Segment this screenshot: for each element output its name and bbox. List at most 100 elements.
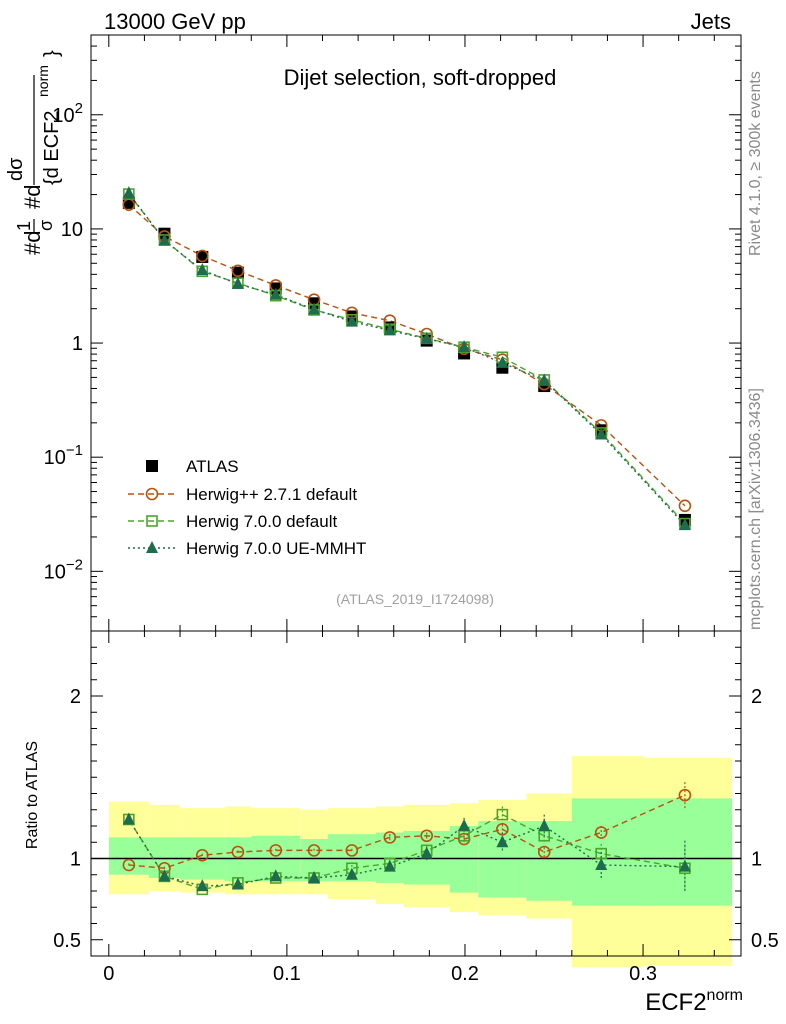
ratio-point-h700ue (308, 871, 321, 883)
ratio-point-h700ue (196, 879, 209, 892)
ratio-series-markers (122, 788, 692, 896)
ratio-frame (90, 630, 742, 957)
ratio-point-herwigpp (307, 844, 321, 857)
point-h700ue (458, 340, 471, 353)
ratio-x-tick-label: 0.1 (273, 963, 301, 985)
ratio-point-herwigpp (269, 844, 283, 857)
ratio-line-h700ue (128, 819, 685, 887)
analysis-id: (ATLAS_2019_I1724098) (336, 591, 494, 607)
ratio-point-h700ue (158, 869, 171, 882)
main-y-tick-label: 1 (72, 333, 83, 355)
jets-label: Jets (691, 9, 731, 34)
svg-text:norm: norm (35, 65, 51, 97)
ratio-axes: 0.5 0.5 1 1 2 2 0 0.1 0.2 0.3 (53, 631, 779, 985)
point-h700ue (538, 373, 551, 386)
legend-marker-h700 (146, 515, 158, 527)
legend-marker-h700ue (146, 541, 158, 553)
ratio-x-tick-label: 0.2 (451, 963, 479, 985)
point-herwigpp (231, 264, 245, 278)
point-h700ue (269, 287, 282, 300)
ratio-point-herwigpp (678, 788, 692, 802)
ratio-point-herwigpp (537, 845, 551, 859)
svg-text:}: } (41, 50, 63, 57)
ratio-point-h700ue (122, 812, 135, 825)
mcplots-label: mcplots.cern.ch [arXiv:1306.3436] (747, 388, 764, 630)
rivet-version-label: Rivet 4.1.0, ≥ 300k events (747, 71, 764, 256)
ratio-point-h700ue (420, 846, 433, 859)
ratio-line-h700 (128, 813, 686, 891)
band-inner (643, 798, 733, 906)
svg-text:σ: σ (36, 220, 56, 231)
series-line-h700ue (128, 192, 686, 526)
svg-text:dσ: dσ (5, 157, 27, 181)
ratio-point-herwigpp (383, 831, 397, 844)
point-h700ue (122, 186, 135, 199)
main-title: Dijet selection, soft-dropped (284, 65, 557, 90)
ratio-point-h700ue (496, 835, 509, 848)
tick-base: 10 (52, 105, 74, 127)
point-herwigpp (678, 499, 692, 513)
tick-base: 10 (44, 561, 66, 583)
ratio-y-tick-label: 2 (70, 686, 81, 708)
main-series-lines (128, 192, 686, 526)
band-inner (108, 837, 149, 875)
main-y-tick-label: 10 (61, 219, 83, 241)
point-h700ue (345, 314, 358, 327)
ratio-point-h700ue (678, 859, 691, 872)
band-inner (571, 798, 644, 906)
legend-label-herwigpp: Herwig++ 2.7.1 default (186, 485, 357, 504)
ratio-point-herwigpp (420, 829, 433, 843)
x-axis-label-base: ECF2 (645, 989, 706, 1016)
ratio-point-herwigpp (594, 826, 608, 839)
point-h700ue (158, 233, 171, 246)
main-ylabel: #d 1 σ #d dσ {d ECF2 norm } (5, 50, 63, 255)
point-h700ue (595, 427, 608, 440)
main-y-tick-label: 10−2 (44, 556, 83, 583)
ratio-bands (108, 756, 733, 968)
ratio-point-h700ue (383, 859, 396, 872)
point-h700ue (231, 276, 244, 289)
point-h700ue (308, 302, 321, 315)
main-y-tick-label: 102 (52, 100, 83, 127)
energy-label: 13000 GeV pp (104, 9, 246, 34)
ratio-point-h700ue (269, 869, 282, 882)
ratio-point-h700ue (345, 867, 358, 880)
ratio-point-h700ue (538, 819, 551, 831)
ratio-point-herwigpp (345, 844, 359, 857)
ratio-point-h700ue (458, 819, 471, 831)
svg-text:1: 1 (14, 221, 34, 231)
legend-label-h700ue: Herwig 7.0.0 UE-MMHT (186, 539, 366, 558)
ratio-y-tick-label-right: 2 (751, 686, 762, 708)
ratio-y-tick-label-right: 0.5 (751, 930, 779, 952)
svg-text:#d: #d (20, 231, 45, 255)
tick-exponent: −1 (66, 442, 83, 459)
main-y-tick-label: 10−1 (44, 442, 83, 469)
point-h700ue (196, 263, 209, 276)
point-h700ue (383, 323, 396, 336)
band-inner (224, 837, 252, 882)
legend-marker-atlas (146, 460, 158, 472)
main-series-markers (122, 186, 692, 531)
ratio-point-herwigpp (231, 845, 245, 859)
tick-exponent: −2 (66, 556, 83, 573)
ratio-point-h700ue (595, 858, 608, 870)
point-h700ue (420, 331, 433, 344)
ratio-x-tick-label: 0 (103, 963, 114, 985)
ratio-point-herwigpp (496, 822, 509, 836)
legend-marker-herwigpp (145, 487, 159, 501)
ratio-y-tick-label: 0.5 (53, 930, 81, 952)
x-axis-label-sup: norm (707, 987, 743, 1004)
legend-label-h700: Herwig 7.0.0 default (186, 512, 337, 531)
series-line-h700 (128, 193, 686, 525)
legend-label-atlas: ATLAS (186, 457, 239, 476)
tick-exponent: 2 (75, 100, 83, 117)
point-h700ue (678, 518, 691, 531)
point-h700ue (496, 355, 509, 368)
ratio-point-herwigpp (122, 858, 136, 872)
ratio-point-herwigpp (196, 848, 209, 862)
svg-text:#d: #d (20, 185, 45, 209)
ratio-y-tick-label: 1 (70, 849, 81, 871)
